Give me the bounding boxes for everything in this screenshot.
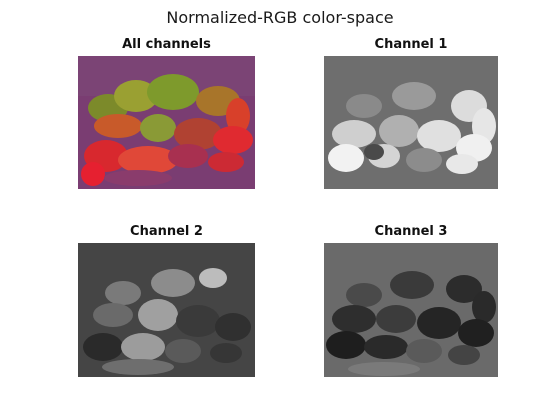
panel-channel-3: Channel 3: [324, 224, 498, 377]
panel-title: All channels: [122, 37, 211, 52]
panel-channel-2: Channel 2: [78, 224, 255, 377]
figure-title: Normalized-RGB color-space: [166, 8, 394, 27]
panel-title: Channel 2: [130, 224, 203, 239]
peppers-image-channel-3: [324, 243, 498, 377]
panel-channel-1: Channel 1: [324, 37, 498, 189]
panel-title: Channel 3: [374, 224, 448, 239]
peppers-image-channel-1: [324, 56, 498, 189]
peppers-image-channel-2: [78, 243, 255, 377]
panel-title: Channel 1: [374, 37, 448, 52]
panel-all-channels: All channels: [78, 37, 255, 189]
peppers-image-all-channels: [78, 56, 255, 189]
